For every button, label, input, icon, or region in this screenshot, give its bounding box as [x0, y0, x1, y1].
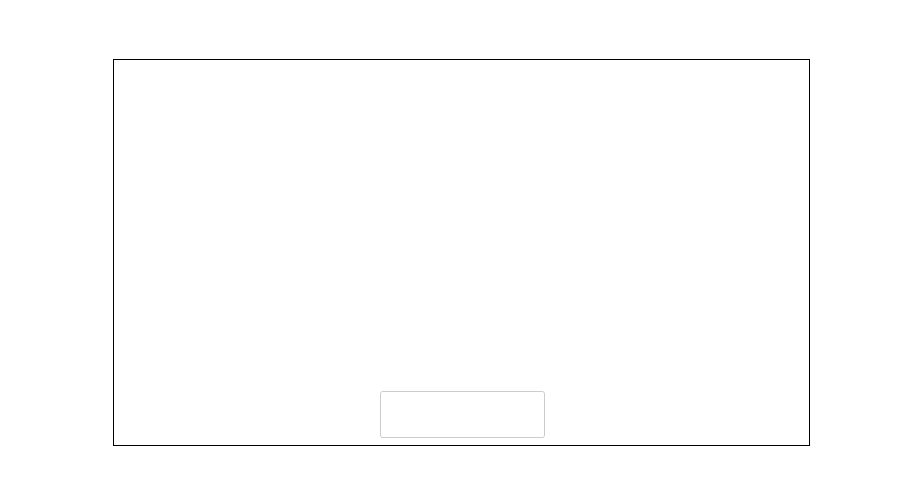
- legend-item-distinct-ips: [381, 397, 544, 416]
- legend: [380, 391, 545, 438]
- plot-area: [113, 59, 810, 446]
- legend-swatch-distinct-ips: [389, 400, 416, 413]
- legend-item-downloads: [381, 416, 544, 435]
- legend-swatch-downloads: [389, 419, 416, 432]
